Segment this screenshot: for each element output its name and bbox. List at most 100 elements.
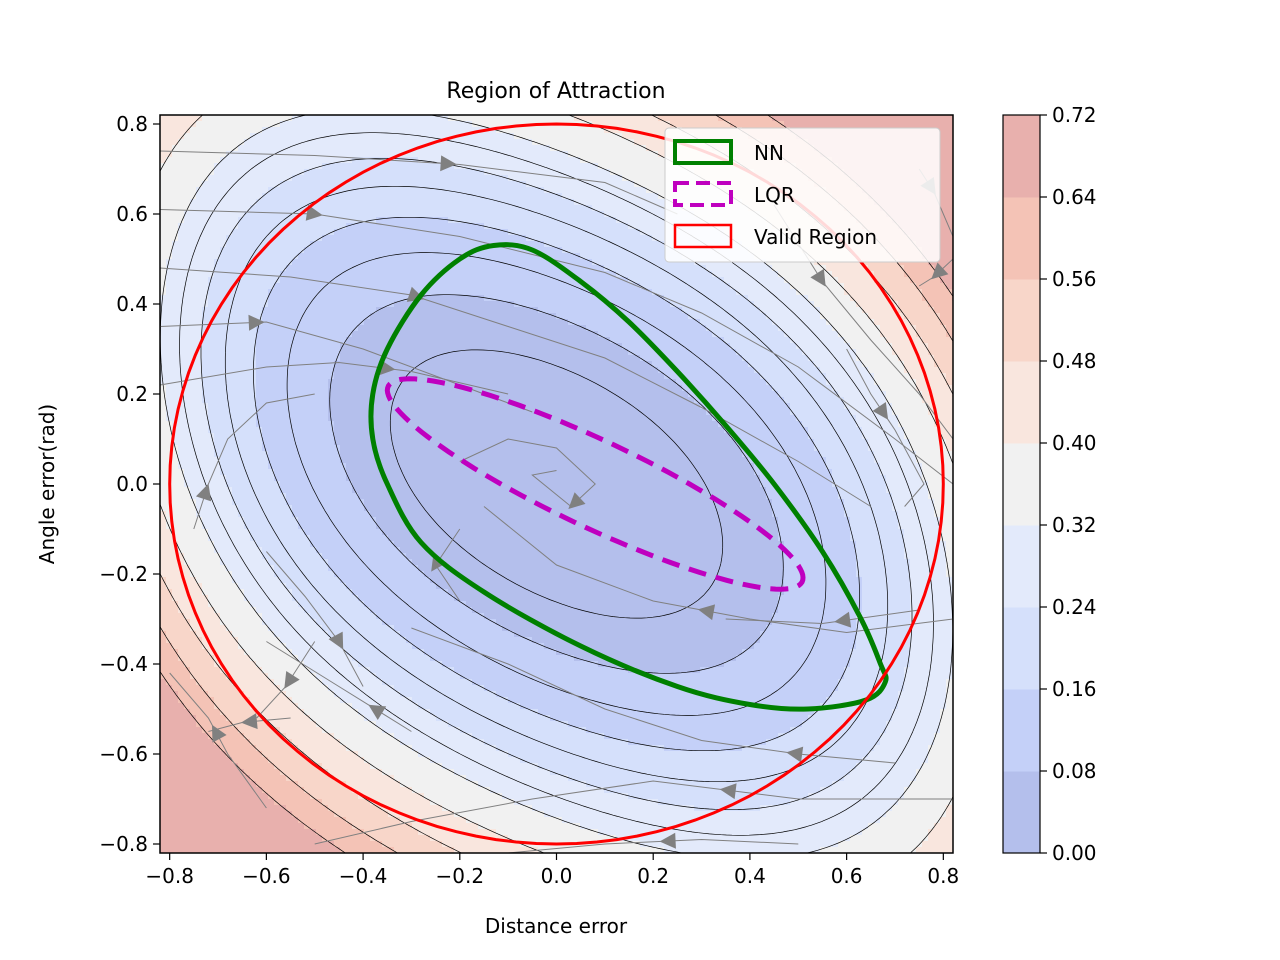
contour-cell: [184, 205, 191, 212]
contour-cell: [370, 511, 377, 518]
contour-cell: [274, 217, 281, 224]
contour-cell: [268, 343, 275, 350]
contour-cell: [268, 235, 275, 242]
contour-cell: [304, 763, 311, 770]
contour-cell: [196, 727, 203, 734]
contour-cell: [220, 391, 227, 398]
contour-cell: [268, 259, 275, 266]
contour-cell: [268, 547, 275, 554]
contour-cell: [370, 355, 377, 362]
contour-cell: [298, 823, 305, 830]
contour-cell: [280, 457, 287, 464]
contour-cell: [298, 433, 305, 440]
contour-cell: [358, 211, 365, 218]
contour-cell: [328, 475, 335, 482]
contour-cell: [268, 829, 275, 836]
contour-cell: [160, 163, 167, 170]
contour-cell: [352, 781, 359, 788]
contour-cell: [346, 241, 353, 248]
contour-cell: [388, 445, 395, 452]
contour-cell: [304, 355, 311, 362]
contour-cell: [178, 679, 185, 686]
contour-cell: [190, 217, 197, 224]
contour-cell: [298, 301, 305, 308]
contour-cell: [310, 523, 317, 530]
contour-cell: [346, 199, 353, 206]
contour-cell: [256, 385, 263, 392]
contour-cell: [172, 409, 179, 416]
contour-cell: [220, 679, 227, 686]
contour-cell: [358, 775, 365, 782]
contour-cell: [400, 499, 407, 506]
contour-cell: [358, 613, 365, 620]
contour-cell: [190, 475, 197, 482]
contour-cell: [352, 451, 359, 458]
contour-cell: [256, 397, 263, 404]
contour-cell: [304, 391, 311, 398]
contour-cell: [214, 457, 221, 464]
contour-cell: [328, 829, 335, 836]
contour-cell: [238, 277, 245, 284]
contour-cell: [160, 805, 167, 812]
contour-cell: [292, 349, 299, 356]
contour-cell: [304, 133, 311, 140]
contour-cell: [178, 691, 185, 698]
contour-cell: [346, 763, 353, 770]
contour-cell: [220, 721, 227, 728]
contour-cell: [370, 589, 377, 596]
contour-cell: [166, 793, 173, 800]
contour-cell: [328, 133, 335, 140]
contour-cell: [346, 265, 353, 272]
contour-cell: [292, 493, 299, 500]
contour-cell: [220, 247, 227, 254]
contour-cell: [166, 223, 173, 230]
contour-cell: [232, 565, 239, 572]
contour-cell: [268, 661, 275, 668]
contour-cell: [370, 259, 377, 266]
contour-cell: [196, 289, 203, 296]
contour-cell: [274, 775, 281, 782]
contour-cell: [286, 721, 293, 728]
contour-cell: [280, 721, 287, 728]
contour-cell: [316, 157, 323, 164]
contour-cell: [184, 565, 191, 572]
contour-cell: [250, 163, 257, 170]
contour-cell: [334, 433, 341, 440]
contour-cell: [208, 181, 215, 188]
contour-cell: [292, 211, 299, 218]
contour-cell: [202, 667, 209, 674]
contour-cell: [286, 577, 293, 584]
contour-cell: [190, 349, 197, 356]
contour-cell: [220, 475, 227, 482]
contour-cell: [250, 229, 257, 236]
contour-cell: [310, 223, 317, 230]
contour-cell: [400, 127, 407, 134]
contour-cell: [298, 643, 305, 650]
contour-cell: [172, 469, 179, 476]
contour-cell: [394, 211, 401, 218]
contour-cell: [340, 409, 347, 416]
contour-cell: [232, 769, 239, 776]
contour-cell: [214, 631, 221, 638]
contour-cell: [238, 337, 245, 344]
contour-cell: [346, 727, 353, 734]
contour-cell: [274, 553, 281, 560]
contour-cell: [232, 601, 239, 608]
contour-cell: [256, 445, 263, 452]
contour-cell: [274, 637, 281, 644]
contour-cell: [346, 319, 353, 326]
contour-cell: [298, 319, 305, 326]
contour-cell: [394, 169, 401, 176]
contour-cell: [172, 487, 179, 494]
contour-cell: [250, 133, 257, 140]
contour-cell: [214, 487, 221, 494]
contour-cell: [202, 169, 209, 176]
contour-cell: [208, 547, 215, 554]
contour-cell: [364, 679, 371, 686]
contour-cell: [280, 823, 287, 830]
contour-cell: [202, 409, 209, 416]
contour-cell: [160, 745, 167, 752]
contour-cell: [310, 541, 317, 548]
contour-cell: [196, 271, 203, 278]
contour-cell: [226, 415, 233, 422]
